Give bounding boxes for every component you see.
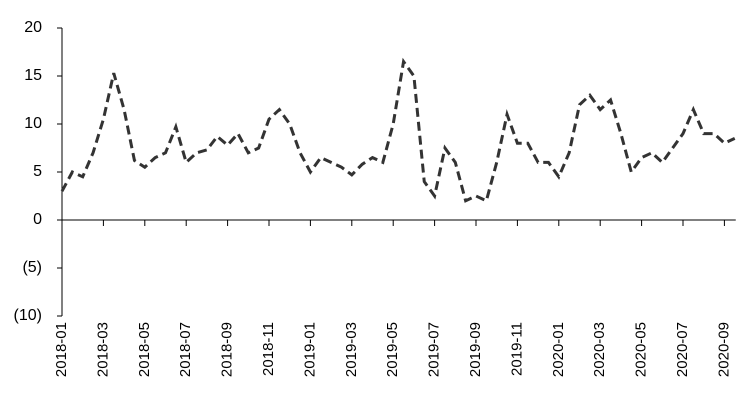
x-tick-label: 2020-07 [674,322,691,377]
x-tick-label: 2019-11 [508,322,525,376]
x-tick-label: 2020-03 [591,322,608,377]
y-tick-label: 5 [33,163,42,180]
x-tick-label: 2018-05 [136,322,153,377]
x-tick-label: 2018-03 [94,322,111,377]
y-tick-label: 15 [24,67,42,84]
x-tick-label: 2019-09 [467,322,484,377]
x-tick-label: 2018-07 [177,322,194,377]
x-tick-label: 2020-05 [633,322,650,377]
y-tick-label: 10 [24,115,42,132]
x-tick-label: 2019-07 [426,322,443,377]
x-tick-label: 2018-01 [53,322,70,377]
x-tick-label: 2018-09 [219,322,236,377]
y-tick-label: (5) [22,259,42,276]
y-tick-label: (10) [14,307,42,324]
y-tick-label: 20 [24,19,42,36]
x-tick-label: 2020-09 [715,322,732,377]
x-tick-label: 2018-11 [260,322,277,376]
x-tick-label: 2020-01 [550,322,567,377]
data-line [60,57,736,203]
y-tick-label: 0 [33,211,42,228]
x-tick-label: 2019-01 [301,322,318,377]
x-tick-label: 2019-03 [343,322,360,377]
x-tick-label: 2019-05 [384,322,401,377]
